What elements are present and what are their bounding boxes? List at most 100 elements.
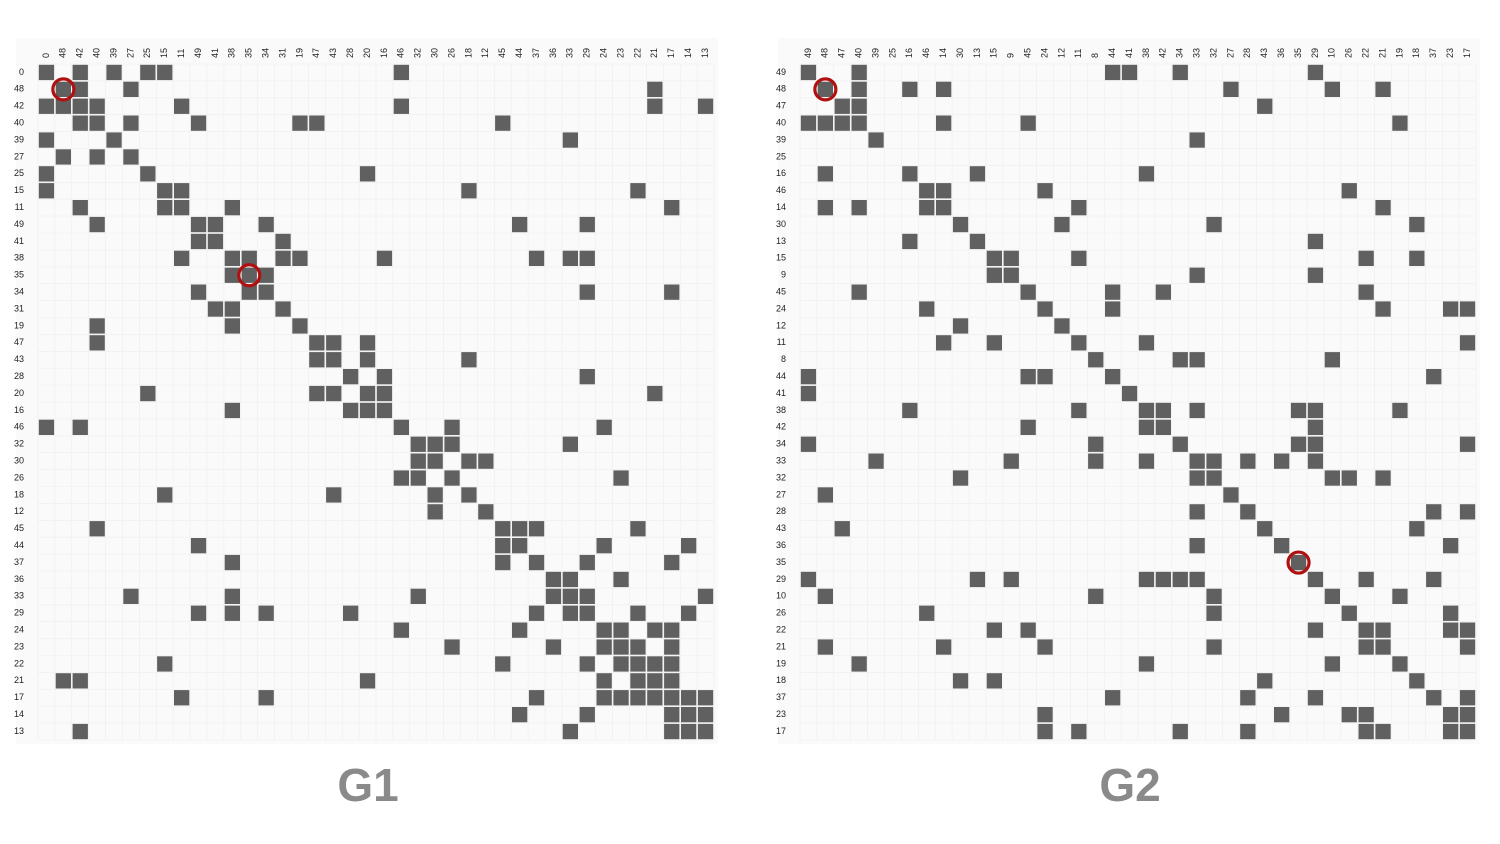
g1-cell-0-42 — [72, 64, 88, 81]
g2-cell-40-14 — [936, 115, 952, 131]
g2-row-label-36: 36 — [776, 540, 786, 550]
g1-cell-28-16 — [376, 369, 393, 385]
g1-cell-43-43 — [326, 352, 342, 368]
g2-row-label-28: 28 — [776, 506, 786, 516]
g1-cell-26-26 — [444, 470, 460, 486]
g2-cell-49-34 — [1172, 64, 1188, 81]
g2-cell-28-33 — [1189, 504, 1205, 520]
g2-cell-30-18 — [1409, 216, 1425, 233]
g2-cell-40-45 — [1020, 115, 1036, 131]
g1-cell-23-26 — [444, 639, 460, 655]
g1-cell-38-35 — [241, 250, 257, 266]
g1-cell-47-43 — [326, 335, 342, 351]
g2-cell-29-9 — [1003, 571, 1019, 588]
g1-cell-14-44 — [512, 707, 528, 723]
g2-col-label-43: 43 — [1259, 48, 1269, 58]
g2-col-label-14: 14 — [938, 48, 948, 58]
g2-cell-14-21 — [1375, 200, 1391, 216]
g2-cell-36-36 — [1274, 538, 1290, 554]
g2-cell-38-11 — [1071, 402, 1087, 419]
g2-cell-21-17 — [1459, 639, 1476, 655]
g1-cell-37-37 — [528, 554, 545, 571]
g2-col-label-49: 49 — [803, 48, 813, 58]
g2-row-label-22: 22 — [776, 625, 786, 635]
g2-col-label-21: 21 — [1377, 48, 1387, 58]
g2-cell-49-44 — [1105, 64, 1121, 81]
g2-cell-34-17 — [1459, 436, 1476, 452]
g1-cell-22-17 — [664, 656, 680, 672]
g1-row-label-31: 31 — [14, 303, 24, 313]
g1-cell-30-12 — [478, 453, 494, 469]
g1-col-label-11: 11 — [176, 49, 186, 58]
g2-cell-40-47 — [834, 115, 850, 131]
g1-cell-11-11 — [174, 200, 190, 216]
g1-cell-17-14 — [681, 690, 697, 706]
g1-cell-40-19 — [292, 115, 308, 131]
g1-cell-41-31 — [275, 233, 291, 250]
g1-cell-33-32 — [410, 588, 426, 604]
g2-cell-27-27 — [1223, 487, 1239, 503]
g2-cell-33-8 — [1088, 453, 1104, 469]
g2-cell-8-33 — [1189, 352, 1205, 368]
g1-cell-29-28 — [343, 605, 359, 621]
g2-cell-11-17 — [1459, 335, 1476, 351]
g1-cell-19-19 — [292, 318, 308, 334]
g2-col-label-41: 41 — [1124, 48, 1134, 58]
g1-cell-15-11 — [174, 183, 190, 199]
g1-row-label-34: 34 — [14, 287, 24, 297]
g2-cell-33-29 — [1307, 453, 1324, 469]
g2-row-label-46: 46 — [776, 185, 786, 195]
g1-col-label-42: 42 — [75, 48, 85, 58]
g1-cell-35-34 — [258, 267, 274, 283]
g1-col-label-47: 47 — [311, 48, 321, 58]
g1-cell-48-42 — [72, 81, 88, 97]
g1-cell-31-41 — [207, 301, 224, 317]
g2-cell-23-36 — [1274, 707, 1290, 723]
g2-col-label-8: 8 — [1090, 53, 1100, 58]
g1-cell-20-47 — [309, 385, 325, 402]
g1-row-label-20: 20 — [14, 388, 24, 398]
matrix-grid — [37, 63, 715, 741]
g2-cell-17-11 — [1071, 723, 1087, 740]
g2-col-label-22: 22 — [1361, 48, 1371, 58]
g1-cell-45-22 — [630, 521, 646, 537]
g1-cell-49-29 — [579, 216, 595, 233]
g2-cell-13-29 — [1307, 233, 1324, 250]
g2-row-label-9: 9 — [781, 270, 786, 280]
g1-cell-29-33 — [562, 605, 578, 621]
g2-cell-38-38 — [1138, 402, 1155, 419]
g2-cell-27-48 — [817, 487, 833, 503]
g1-cell-17-11 — [174, 690, 190, 706]
g1-cell-46-24 — [596, 419, 612, 435]
g1-cell-15-0 — [38, 183, 55, 199]
g2-col-label-11: 11 — [1073, 49, 1083, 58]
g1-cell-25-25 — [140, 166, 156, 182]
g2-col-label-26: 26 — [1344, 48, 1354, 58]
g1-cell-40-47 — [309, 115, 325, 131]
g1-col-label-33: 33 — [565, 48, 575, 58]
g1-cell-21-17 — [664, 673, 680, 689]
g2-cell-39-39 — [868, 132, 884, 148]
g1-cell-24-23 — [613, 622, 629, 638]
g1-cell-21-42 — [72, 673, 88, 689]
g2-cell-37-17 — [1459, 690, 1476, 706]
g2-cell-34-35 — [1290, 436, 1307, 452]
g2-cell-32-21 — [1375, 470, 1391, 486]
g2-cell-28-17 — [1459, 504, 1476, 520]
g2-cell-14-46 — [919, 200, 935, 216]
g2-col-label-37: 37 — [1428, 48, 1438, 58]
g2-cell-42-29 — [1307, 419, 1324, 435]
g1-cell-0-25 — [140, 64, 156, 81]
g2-col-label-17: 17 — [1462, 48, 1472, 58]
g2-cell-17-17 — [1459, 723, 1476, 740]
g1-row-label-15: 15 — [14, 185, 24, 195]
g1-col-label-45: 45 — [497, 48, 507, 58]
g2-cell-40-19 — [1392, 115, 1408, 131]
g1-cell-24-17 — [664, 622, 680, 638]
g1-cell-13-33 — [562, 723, 578, 740]
g1-cell-28-29 — [579, 369, 595, 385]
g1-cell-23-22 — [630, 639, 646, 655]
g2-row-label-43: 43 — [776, 523, 786, 533]
